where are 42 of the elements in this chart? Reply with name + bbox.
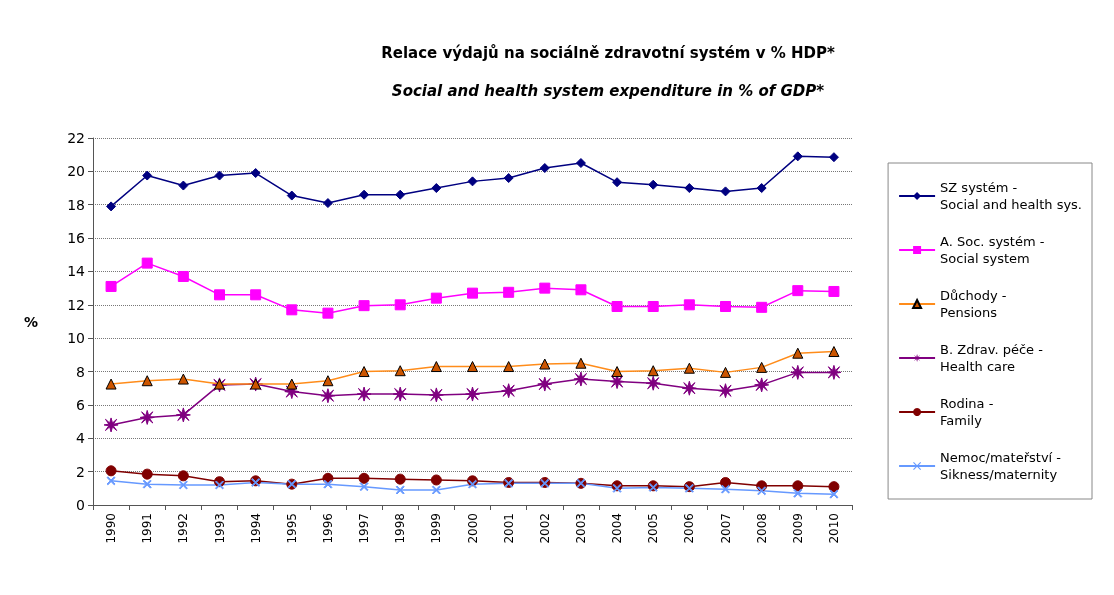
x-tick-label: 2002 [537, 513, 552, 544]
legend-label: Důchody - Pensions [940, 288, 1007, 320]
x-tick-label: 2005 [646, 513, 661, 544]
legend-label: Rodina - Family [940, 396, 994, 428]
y-tick-label: 20 [67, 163, 85, 180]
x-tick-label: 2009 [790, 513, 805, 544]
y-tick-label: 16 [67, 230, 86, 247]
y-axis-title: % [23, 313, 38, 330]
x-tick-label: 1999 [429, 513, 444, 544]
y-tick-label: 4 [76, 430, 86, 447]
x-tick-label: 2010 [826, 513, 841, 544]
x-tick-label: 2007 [718, 513, 733, 544]
x-tick-label: 2006 [682, 513, 697, 544]
x-tick-label: 2001 [501, 513, 516, 544]
legend-label: Nemoc/mateřství - Sikness/maternity [940, 450, 1062, 482]
legend-label: A. Soc. systém - Social system [940, 234, 1045, 266]
x-tick-label: 1995 [284, 513, 299, 544]
x-tick-label: 1991 [140, 513, 155, 544]
x-tick-label: 1996 [320, 513, 335, 544]
y-tick-label: 12 [67, 296, 85, 313]
legend-label: B. Zdrav. péče - Health care [940, 342, 1044, 374]
x-tick-label: 1990 [104, 513, 119, 544]
y-tick-label: 2 [76, 463, 85, 480]
x-tick-label: 2008 [754, 513, 769, 544]
y-tick-label: 0 [76, 497, 85, 513]
x-tick-label: 1998 [393, 513, 408, 544]
x-tick-label: 1992 [176, 513, 191, 544]
chart-title: Relace výdajů na sociálně zdravotní systém v % HDP* [381, 43, 835, 62]
x-tick-label: 2003 [573, 513, 588, 544]
y-tick-label: 18 [67, 196, 85, 213]
y-tick-label: 8 [76, 363, 85, 380]
x-tick-label: 1997 [357, 513, 372, 544]
legend-label: SZ systém - Social and health sys. [940, 180, 1082, 212]
y-tick-label: 6 [76, 396, 86, 413]
y-tick-label: 14 [67, 263, 86, 280]
x-tick-label: 1994 [248, 513, 263, 544]
x-tick-label: 2004 [610, 513, 625, 544]
y-tick-label: 22 [67, 130, 85, 146]
x-tick-label: 1993 [212, 513, 227, 544]
chart-subtitle: Social and health system expenditure in % of GDP* [391, 81, 825, 100]
y-tick-label: 10 [67, 330, 85, 347]
x-tick-label: 2000 [465, 513, 480, 544]
